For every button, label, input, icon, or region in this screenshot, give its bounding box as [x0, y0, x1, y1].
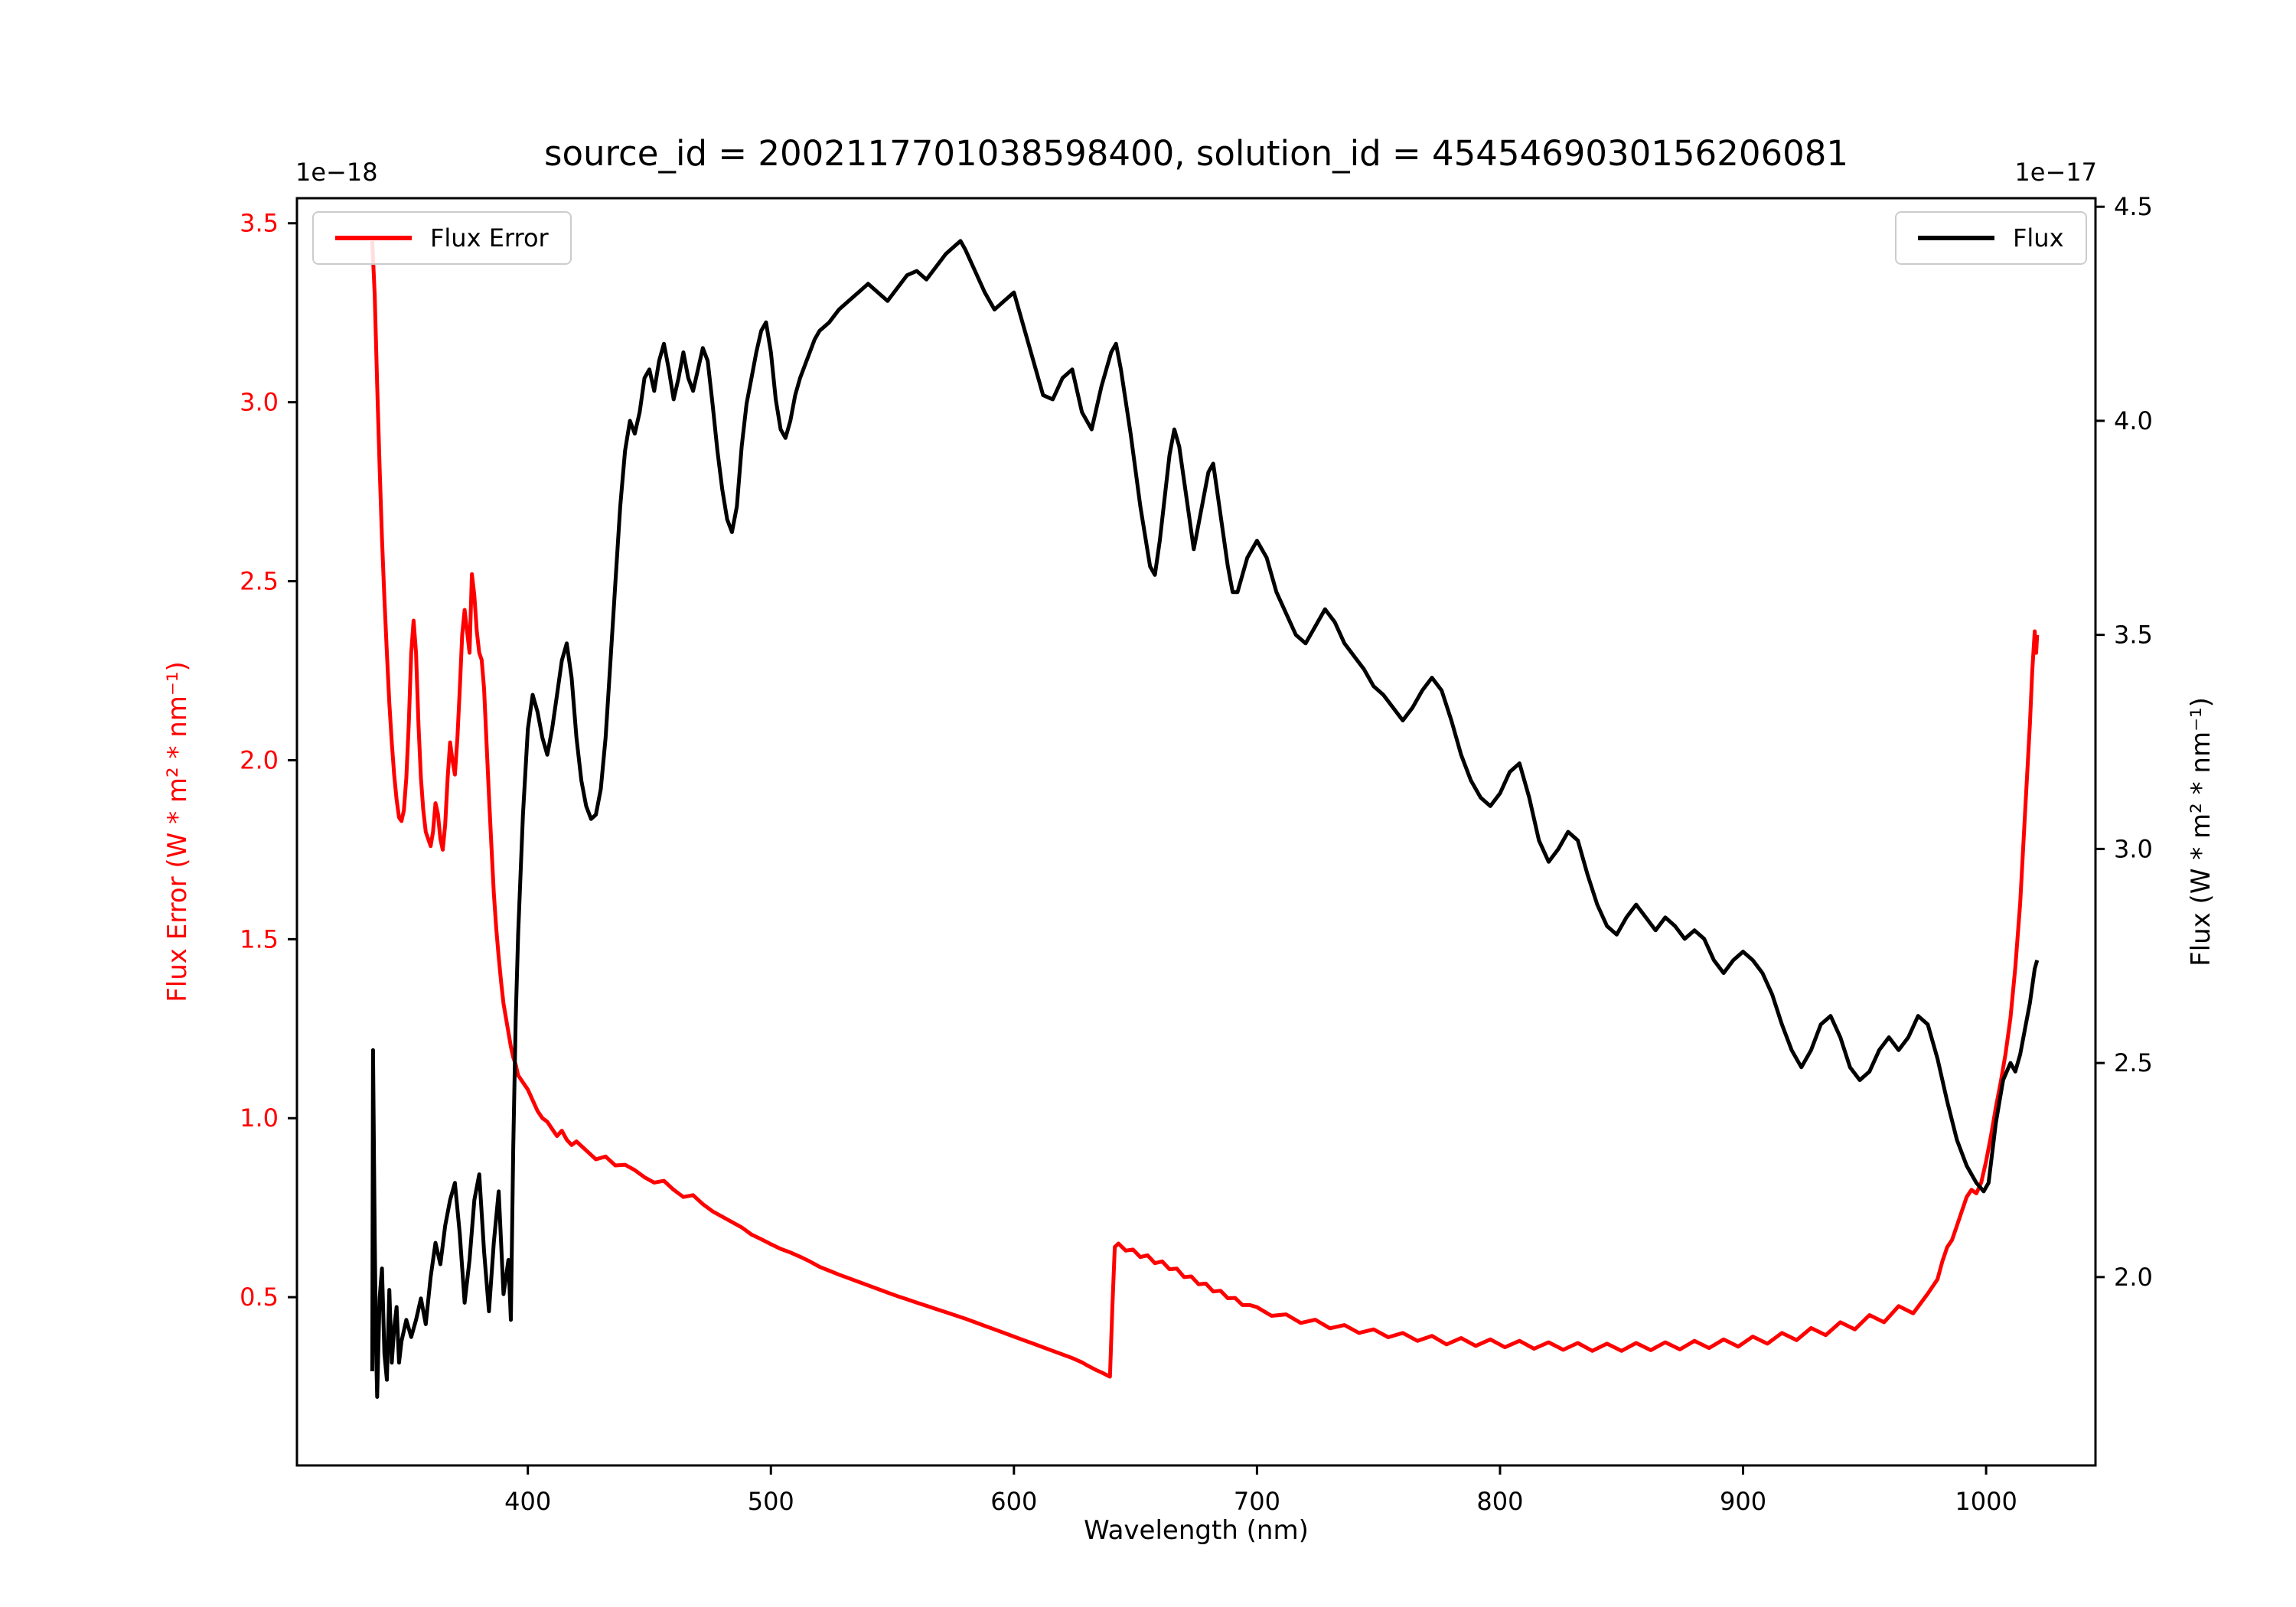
y-right-tick-label: 2.5 — [2114, 1048, 2153, 1077]
y-right-tick-label: 4.0 — [2114, 406, 2153, 435]
y-left-tick-label: 1.5 — [240, 924, 279, 953]
y-left-axis-label: Flux Error (W * m² * nm⁻¹) — [162, 661, 193, 1002]
y-left-tick-label: 1.0 — [240, 1103, 279, 1133]
chart-title: source_id = 2002117701038598400, solutio… — [544, 133, 1848, 174]
x-tick-label: 400 — [504, 1487, 551, 1516]
y-left-tick-label: 3.5 — [240, 209, 279, 238]
y-right-axis-label: Flux (W * m² * nm⁻¹) — [2186, 697, 2216, 966]
legend-flux-label: Flux — [2013, 223, 2064, 253]
y-left-tick-label: 0.5 — [240, 1283, 279, 1312]
legend-flux: Flux — [1895, 211, 2087, 265]
y-left-offset-label: 1e−18 — [295, 158, 378, 187]
flux-line — [370, 239, 2040, 1399]
y-left-tick-label: 3.0 — [240, 388, 279, 417]
x-tick-label: 900 — [1720, 1487, 1766, 1516]
flux-error-line — [370, 240, 2040, 1379]
x-tick-label: 600 — [990, 1487, 1037, 1516]
x-tick-label: 500 — [748, 1487, 794, 1516]
legend-flux-error: Flux Error — [312, 211, 572, 265]
y-right-tick-label: 2.0 — [2114, 1263, 2153, 1292]
y-right-offset-label: 1e−17 — [2014, 158, 2097, 187]
axes-frame — [295, 197, 2097, 1467]
flux-legend-swatch — [1918, 236, 1994, 240]
legend-flux-error-label: Flux Error — [430, 223, 549, 253]
x-tick-label: 800 — [1476, 1487, 1523, 1516]
x-tick-label: 700 — [1234, 1487, 1280, 1516]
y-right-tick-label: 3.5 — [2114, 621, 2153, 650]
y-left-tick-label: 2.0 — [240, 745, 279, 774]
y-right-tick-label: 4.5 — [2114, 192, 2153, 221]
x-axis-label: Wavelength (nm) — [1084, 1515, 1309, 1546]
flux-error-legend-swatch — [335, 236, 412, 240]
y-left-tick-label: 2.5 — [240, 567, 279, 596]
y-right-tick-label: 3.0 — [2114, 834, 2153, 863]
x-tick-label: 1000 — [1955, 1487, 2017, 1516]
